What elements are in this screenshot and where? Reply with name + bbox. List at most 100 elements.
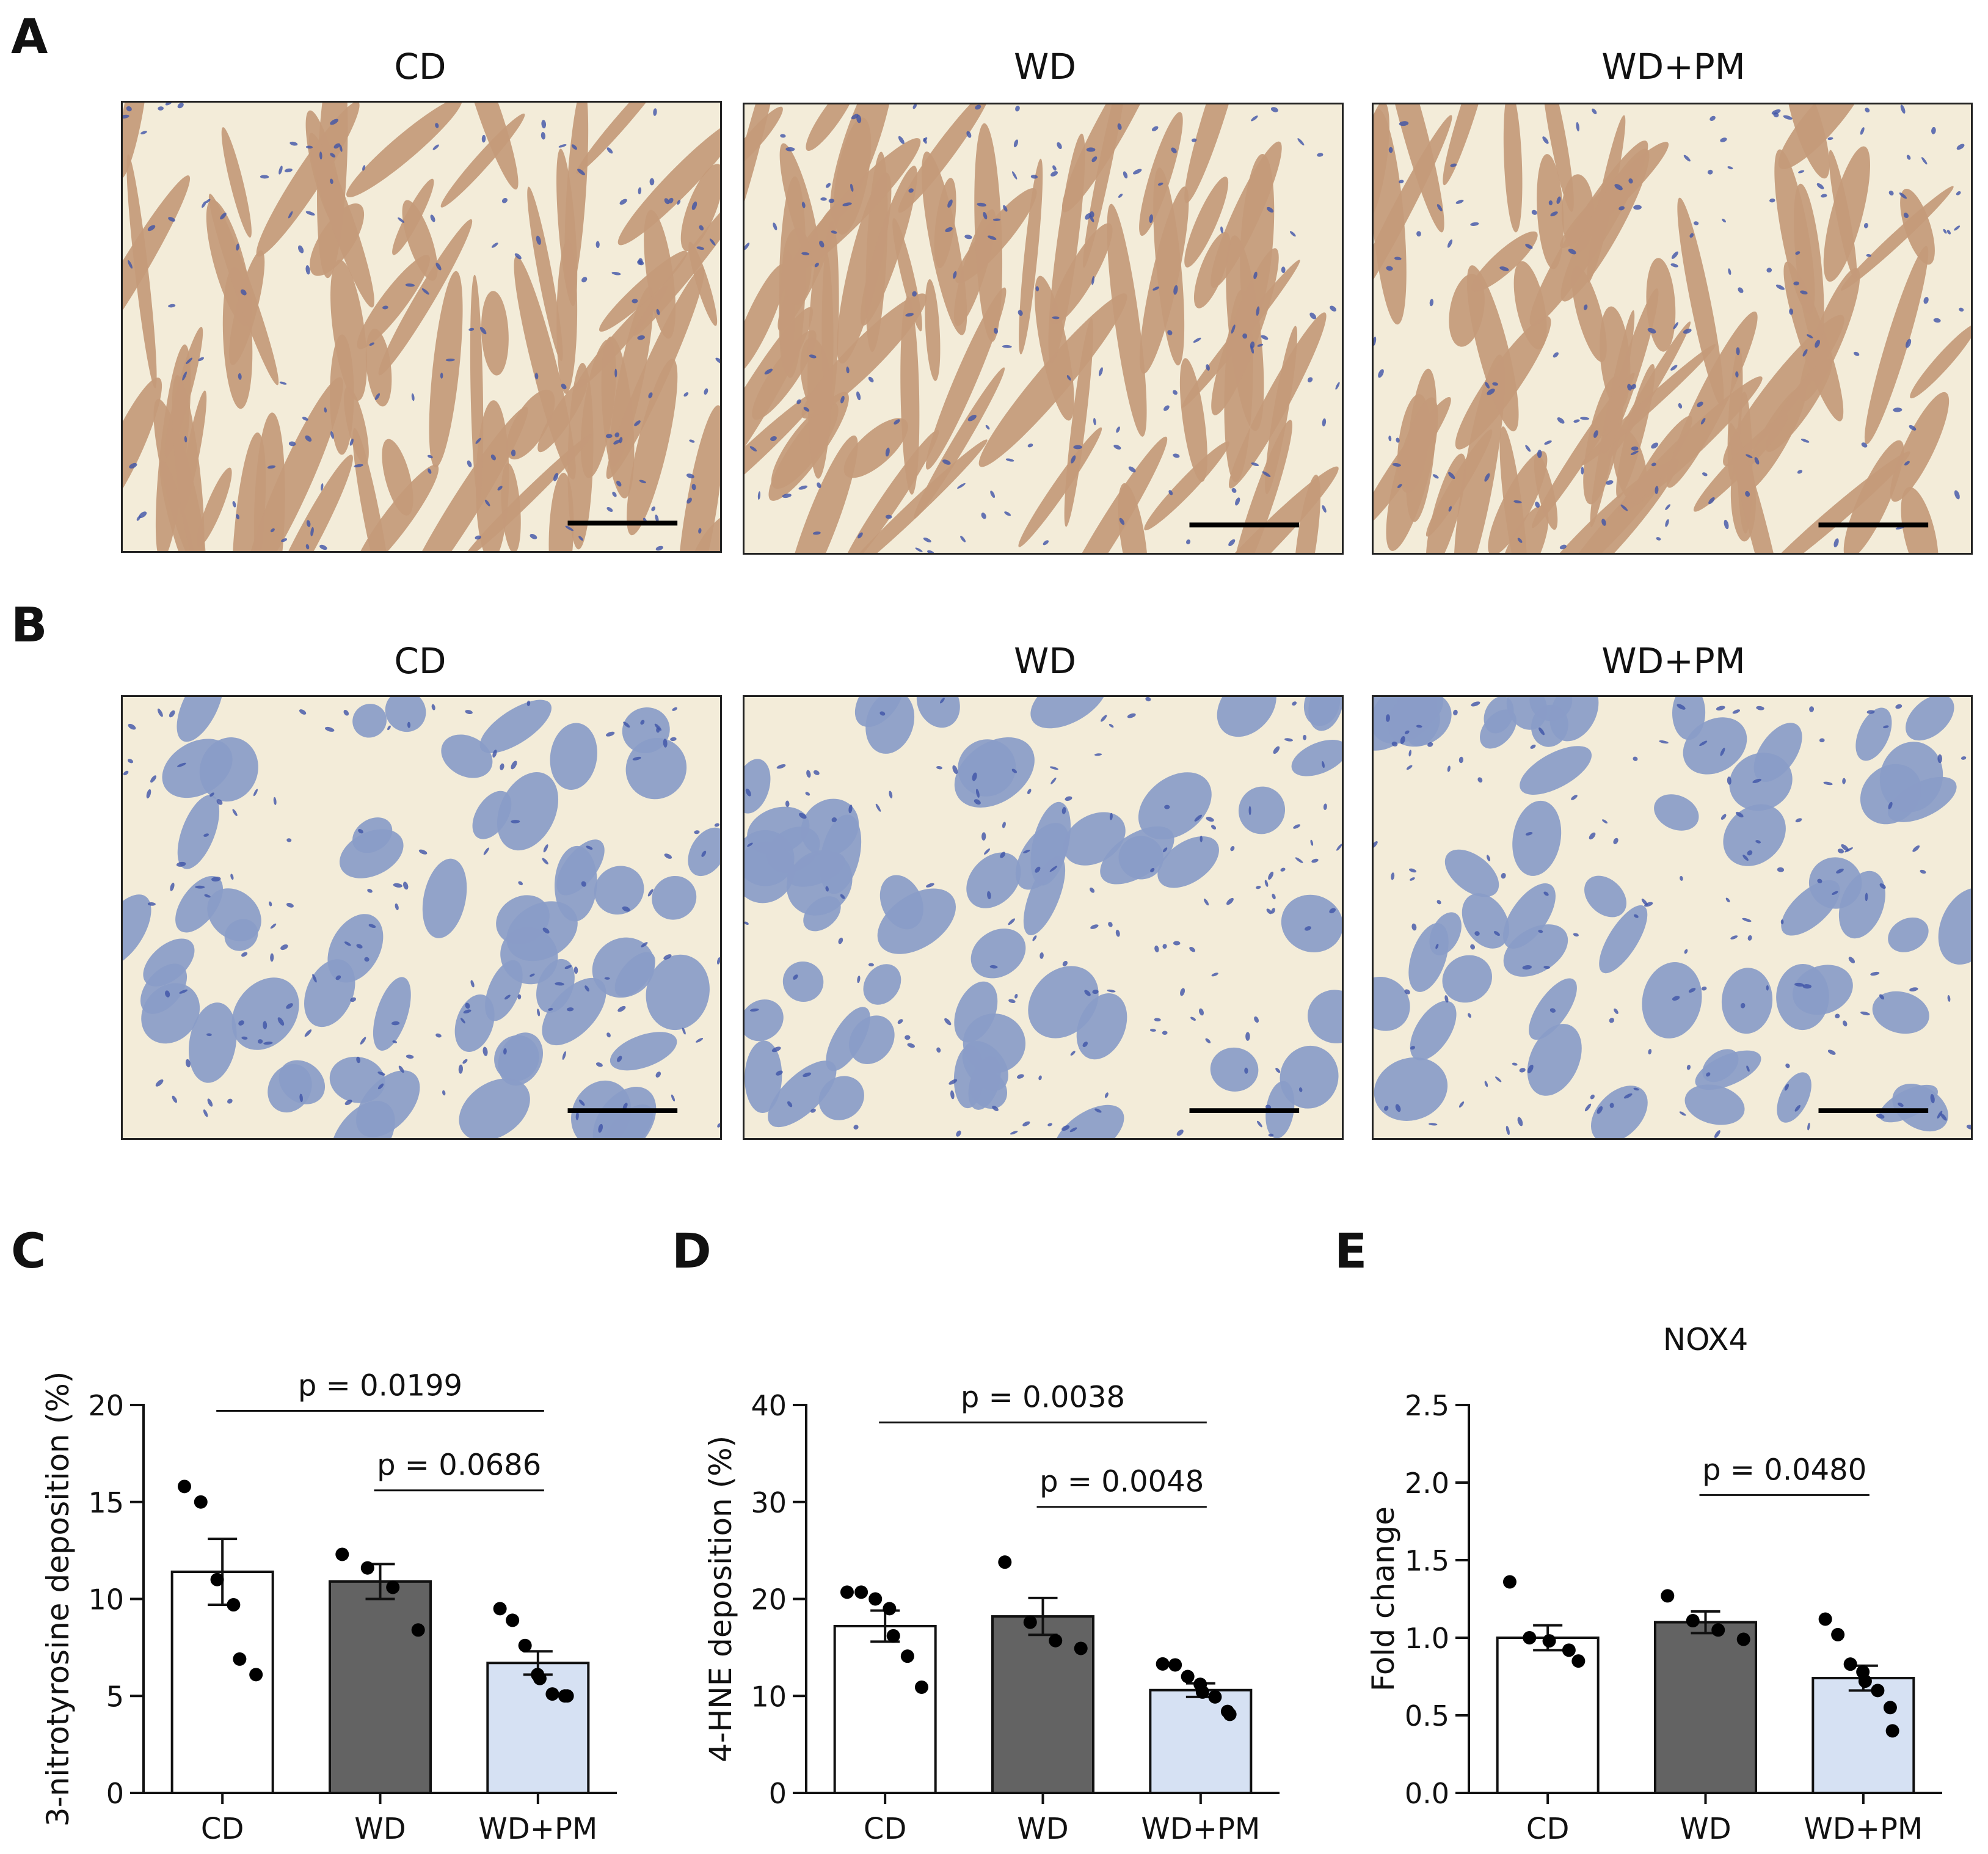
cell-nucleus — [985, 425, 990, 430]
tissue-fibre — [745, 388, 823, 525]
cell-nucleus — [1522, 965, 1532, 970]
cell-nucleus — [335, 975, 341, 980]
cell-nucleus — [1883, 725, 1889, 729]
cell-nucleus — [1429, 299, 1434, 307]
tissue-fibre — [224, 919, 258, 951]
cell-nucleus — [981, 832, 986, 841]
cell-nucleus — [1861, 442, 1868, 448]
cell-nucleus — [1499, 266, 1509, 271]
cell-nucleus — [1724, 519, 1729, 530]
cell-nucleus — [747, 842, 753, 847]
cell-nucleus — [1707, 169, 1713, 175]
tissue-fibre — [745, 759, 771, 814]
cell-nucleus — [699, 225, 704, 231]
cell-nucleus — [1937, 1111, 1943, 1119]
cell-nucleus — [1108, 922, 1113, 927]
cell-nucleus — [923, 537, 931, 542]
cell-nucleus — [1267, 206, 1274, 213]
cell-nucleus — [1670, 263, 1678, 268]
cell-nucleus — [1870, 971, 1880, 976]
cell-nucleus — [232, 809, 238, 816]
bar — [833, 1624, 937, 1794]
cell-nucleus — [1057, 142, 1062, 149]
cell-nucleus — [1647, 327, 1656, 334]
cell-nucleus — [407, 721, 411, 728]
cell-nucleus — [1688, 988, 1696, 993]
cell-nucleus — [483, 847, 489, 855]
cell-nucleus — [749, 1008, 759, 1012]
cell-nucleus — [1756, 706, 1764, 710]
tissue-fibre — [1100, 826, 1174, 885]
cell-nucleus — [1309, 312, 1317, 319]
cell-nucleus — [1895, 704, 1902, 709]
cell-nucleus — [468, 327, 475, 331]
tissue-fibre — [818, 1076, 864, 1120]
cell-nucleus — [785, 147, 795, 151]
tissue-fibre — [1184, 177, 1229, 268]
tissue-fibre — [963, 1013, 1026, 1073]
cell-nucleus — [617, 1005, 626, 1012]
cell-nucleus — [641, 942, 648, 947]
tissue-fibre — [1442, 955, 1492, 1003]
cell-nucleus — [1679, 1111, 1686, 1116]
cell-nucleus — [1708, 497, 1715, 505]
tissue-fibre — [1217, 697, 1276, 737]
data-point — [1831, 1627, 1845, 1641]
cell-nucleus — [1206, 364, 1210, 371]
cell-nucleus — [155, 1079, 164, 1087]
cell-nucleus — [1931, 126, 1936, 134]
cell-nucleus — [1777, 867, 1785, 872]
cell-nucleus — [1395, 1104, 1401, 1112]
cell-nucleus — [664, 198, 670, 205]
cell-nucleus — [683, 392, 689, 397]
cell-nucleus — [1794, 1104, 1800, 1112]
tissue-fibre — [1015, 823, 1069, 890]
cell-nucleus — [1720, 747, 1725, 756]
cell-nucleus — [1954, 490, 1960, 500]
cell-nucleus — [1416, 724, 1422, 728]
cell-nucleus — [936, 1047, 941, 1053]
cell-nucleus — [992, 218, 1001, 221]
cell-nucleus — [273, 797, 277, 805]
cell-nucleus — [1614, 184, 1623, 191]
cell-nucleus — [856, 391, 861, 401]
tissue-fibre — [1723, 804, 1786, 866]
cell-nucleus — [614, 368, 617, 378]
cell-nucleus — [1275, 1067, 1281, 1073]
cell-nucleus — [1898, 1102, 1904, 1108]
micrograph-b-wdpm — [1372, 695, 1973, 1140]
cell-nucleus — [1530, 744, 1536, 749]
cell-nucleus — [1742, 855, 1749, 861]
tissue-fibre — [1840, 186, 1954, 291]
cell-nucleus — [204, 894, 211, 898]
cell-nucleus — [1501, 872, 1506, 879]
cell-nucleus — [1322, 418, 1327, 427]
cell-nucleus — [324, 726, 335, 732]
cell-nucleus — [857, 532, 863, 539]
cell-nucleus — [555, 982, 564, 986]
tissue-fibre — [1872, 991, 1929, 1034]
cell-nucleus — [286, 838, 292, 842]
cell-nucleus — [1173, 453, 1180, 458]
cell-nucleus — [1091, 276, 1094, 285]
cell-nucleus — [1671, 251, 1678, 259]
cell-nucleus — [374, 393, 380, 400]
cell-nucleus — [1245, 1032, 1250, 1041]
cell-nucleus — [305, 265, 310, 275]
cell-nucleus — [553, 473, 559, 481]
cell-nucleus — [565, 525, 574, 531]
cell-nucleus — [530, 973, 535, 977]
cell-nucleus — [1581, 467, 1584, 475]
cell-nucleus — [1385, 714, 1390, 722]
tissue-fibre — [1211, 248, 1279, 415]
tissue-fibre — [1729, 753, 1793, 811]
cell-nucleus — [1118, 194, 1123, 198]
cell-nucleus — [1860, 127, 1865, 135]
cell-nucleus — [1780, 919, 1784, 925]
cell-nucleus — [868, 963, 875, 966]
cell-nucleus — [330, 119, 339, 125]
cell-nucleus — [1101, 715, 1107, 722]
tissue-fibre — [123, 894, 151, 968]
cell-nucleus — [1538, 727, 1545, 735]
cell-nucleus — [1384, 1106, 1389, 1111]
